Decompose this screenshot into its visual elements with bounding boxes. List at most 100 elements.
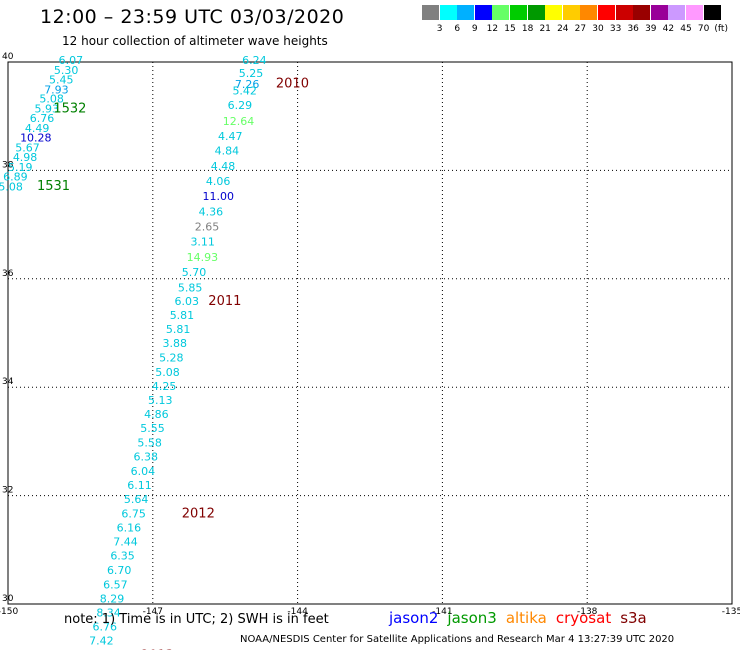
track-time-label: 2011 <box>208 294 241 309</box>
colorbar-label: 27 <box>574 24 587 34</box>
longitude-tick-label: -141 <box>432 607 452 617</box>
wave-height-value: 6.03 <box>175 295 200 308</box>
colorbar-label: 39 <box>645 24 657 34</box>
colorbar-swatch <box>686 5 703 20</box>
wave-height-value: 8.40 <box>85 649 110 650</box>
track-time-label: 2013 <box>141 648 174 650</box>
wave-height-value: 4.06 <box>206 175 231 188</box>
wave-height-value: 5.85 <box>178 281 203 294</box>
colorbar-swatch <box>474 5 492 20</box>
wave-height-value: 8.29 <box>100 592 125 605</box>
colorbar-swatch <box>422 5 439 20</box>
colorbar-label: 30 <box>592 24 604 34</box>
wave-height-value: 2.65 <box>195 221 220 234</box>
colorbar-swatch <box>633 5 651 20</box>
wave-height-value: 6.70 <box>107 564 131 577</box>
wave-height-value: 6.11 <box>127 479 151 492</box>
latitude-tick-label: 40 <box>2 52 14 62</box>
colorbar-label: (ft) <box>714 24 728 34</box>
colorbar-label: 9 <box>471 24 478 34</box>
colorbar-label: 6 <box>454 24 461 34</box>
wave-height-value: 5.55 <box>140 422 165 435</box>
map-frame <box>7 61 733 605</box>
latitude-tick-label: 34 <box>2 377 14 387</box>
colorbar-swatch <box>545 5 563 20</box>
colorbar-swatch <box>562 5 580 20</box>
wave-height-value: 6.57 <box>103 578 128 591</box>
wave-height-value: 4.49 <box>25 122 50 135</box>
colorbar-label: 18 <box>521 24 534 34</box>
latitude-tick-label: 36 <box>2 269 14 279</box>
colorbar-swatch <box>527 5 545 20</box>
wave-height-value: 7.26 <box>235 78 260 91</box>
track-time-label: 1532 <box>53 101 86 116</box>
longitude-tick-label: -144 <box>287 607 308 617</box>
units-note: note: 1) Time is in UTC; 2) SWH is in fe… <box>64 612 329 627</box>
wave-height-value: 7.93 <box>44 83 68 96</box>
legend-jason2: jason2 <box>389 609 439 627</box>
wave-height-value: 6.24 <box>242 54 266 67</box>
wave-height-value: 5.64 <box>124 493 149 506</box>
wave-height-value: 5.13 <box>148 394 173 407</box>
wave-height-value: 5.45 <box>49 74 74 87</box>
wave-height-value: 4.84 <box>215 145 240 158</box>
legend-altika: altika <box>505 609 547 627</box>
colorbar-label: 45 <box>680 24 692 34</box>
longitude-tick-label: -138 <box>577 607 598 617</box>
colorbar-label: 24 <box>557 24 569 34</box>
wave-height-value: 7.44 <box>113 535 138 548</box>
colorbar-swatch <box>492 5 510 20</box>
legend-s3a: s3a <box>620 609 647 627</box>
track-time-label: 1531 <box>37 179 70 194</box>
wave-height-value: 6.38 <box>133 450 158 463</box>
colorbar-label: 12 <box>486 24 499 34</box>
wave-height-value: 6.89 <box>3 171 28 184</box>
wave-height-value: 6.75 <box>121 507 146 520</box>
wave-height-value: 12.64 <box>223 115 255 128</box>
wave-height-value: 5.28 <box>159 352 184 365</box>
colorbar-label: 21 <box>539 24 551 34</box>
wave-height-value: 6.76 <box>92 621 117 634</box>
wave-height-value: 5.30 <box>54 64 79 77</box>
wave-height-value: 4.86 <box>144 408 169 421</box>
wave-height-value: 6.35 <box>110 550 135 563</box>
map-title: 12:00 – 23:59 UTC 03/03/2020 <box>40 6 345 28</box>
colorbar-swatch <box>510 5 527 20</box>
wave-height-value: 6.29 <box>228 99 253 112</box>
wave-height-value: 5.70 <box>182 266 207 279</box>
colorbar-label: 33 <box>609 24 622 34</box>
wave-height-value: 6.76 <box>30 112 55 125</box>
wave-height-value: 4.36 <box>199 205 224 218</box>
wave-height-value: 5.81 <box>170 309 195 322</box>
wave-height-value: 5.93 <box>35 102 60 115</box>
wave-height-value: 5.42 <box>232 85 257 98</box>
colorbar-swatch <box>457 5 475 20</box>
wave-height-value: 3.88 <box>162 337 187 350</box>
colorbar-label: 3 <box>436 24 443 34</box>
colorbar-label: 70 <box>697 24 710 34</box>
credit-footer: NOAA/NESDIS Center for Satellite Applica… <box>240 634 675 645</box>
track-time-label: 2010 <box>276 76 309 91</box>
wave-height-value: 14.93 <box>187 251 219 264</box>
colorbar-swatch <box>615 5 633 20</box>
colorbar-label: 42 <box>662 24 675 34</box>
colorbar-swatch <box>668 5 686 20</box>
wave-height-value: 11.00 <box>203 190 235 203</box>
wave-height-value: 4.25 <box>152 380 177 393</box>
wave-height-value: 4.98 <box>13 151 38 164</box>
wave-height-value: 5.08 <box>155 366 180 379</box>
wave-height-value: 5.25 <box>239 67 264 80</box>
colorbar-swatch <box>598 5 615 20</box>
wave-height-value: 5.08 <box>0 180 23 193</box>
wave-height-value: 6.04 <box>131 465 156 478</box>
longitude-tick-label: -150 <box>0 607 18 617</box>
latitude-tick-label: 38 <box>2 160 14 170</box>
wave-height-value: 4.47 <box>218 130 243 143</box>
longitude-tick-label: -147 <box>143 607 163 617</box>
wave-height-value: 8.34 <box>96 606 121 619</box>
wave-height-value: 7.42 <box>89 635 114 648</box>
colorbar-swatch <box>650 5 668 20</box>
latitude-tick-label: 32 <box>2 486 13 496</box>
wave-height-value: 5.81 <box>166 323 191 336</box>
